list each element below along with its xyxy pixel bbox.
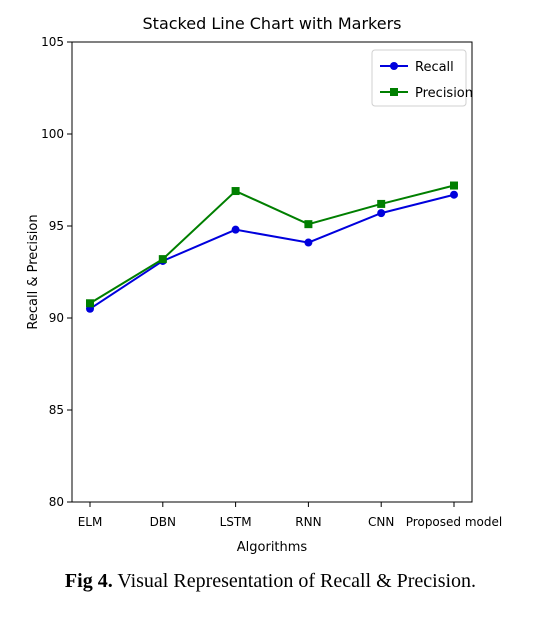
figure-caption-text: Visual Representation of Recall & Precis…: [112, 570, 477, 592]
legend-marker-precision: [390, 88, 398, 96]
y-tick-label: 105: [41, 35, 64, 49]
legend-label-precision: Precision: [415, 86, 473, 101]
plot-frame: [71, 41, 473, 503]
data-point-recall: [231, 225, 240, 234]
data-point-precision: [231, 187, 240, 196]
line-chart: Stacked Line Chart with Markers 80 85 90 95…: [26, 14, 502, 555]
data-point-recall: [450, 190, 458, 199]
legend-label-recall: Recall: [415, 60, 454, 75]
data-point-recall: [304, 238, 313, 247]
data-point-precision: [450, 181, 458, 190]
x-tick-label: ELM: [78, 515, 103, 529]
y-tick-label: 85: [49, 403, 64, 417]
figure-caption: Fig 4. Visual Representation of Recall &…: [0, 570, 541, 593]
chart-title: Stacked Line Chart with Markers: [143, 14, 402, 33]
data-point-precision: [377, 199, 386, 208]
x-tick-label: CNN: [368, 515, 394, 529]
x-tick-label: RNN: [295, 515, 321, 529]
y-tick-label: 90: [49, 311, 64, 325]
y-tick-label: 100: [41, 127, 64, 141]
x-axis-label: Algorithms: [237, 540, 308, 555]
y-axis-label: Recall & Precision: [26, 214, 41, 329]
x-tick-label: Proposed model: [406, 515, 502, 529]
y-tick-label: 95: [49, 219, 64, 233]
x-tick-label: LSTM: [220, 515, 252, 529]
x-tick-label: DBN: [150, 515, 176, 529]
data-point-precision: [86, 299, 94, 308]
data-point-precision: [304, 220, 313, 229]
series-line-precision: [89, 184, 455, 305]
figure-caption-label: Fig 4.: [64, 570, 113, 592]
y-tick-label: 80: [49, 495, 64, 509]
series-line-recall: [89, 193, 455, 310]
legend-marker-recall: [390, 62, 398, 70]
plot-area: 80 85 90 95 100 105 ELM DBN LSTM RNN CNN Proposed m…: [41, 35, 502, 529]
data-point-recall: [377, 209, 386, 218]
data-point-precision: [158, 255, 167, 264]
